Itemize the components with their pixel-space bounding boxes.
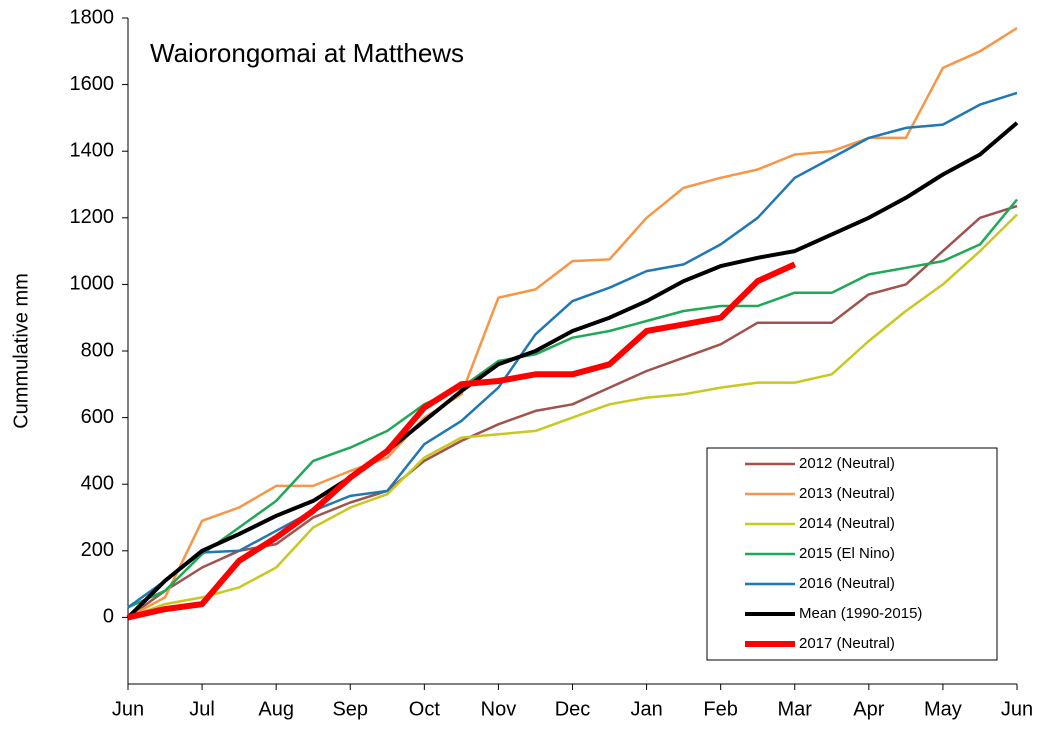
x-tick-label: May: [924, 698, 962, 720]
x-tick-label: Jun: [1001, 698, 1033, 720]
x-tick-label: Dec: [555, 698, 591, 720]
y-tick-label: 1800: [70, 6, 115, 28]
y-tick-label: 1400: [70, 139, 115, 161]
x-tick-label: Aug: [258, 698, 294, 720]
y-tick-label: 1000: [70, 273, 115, 295]
y-tick-label: 200: [81, 539, 114, 561]
series-line: [127, 198, 1018, 609]
legend-label: 2016 (Neutral): [799, 575, 895, 592]
legend-label: 2017 (Neutral): [799, 635, 895, 652]
x-tick-label: Feb: [703, 698, 737, 720]
x-tick-label: Apr: [853, 698, 884, 720]
x-tick-label: Oct: [409, 698, 441, 720]
y-axis-label: Cummulative mm: [10, 273, 32, 429]
y-tick-label: 1600: [70, 73, 115, 95]
y-tick-label: 800: [81, 339, 114, 361]
x-tick-label: Jun: [112, 698, 144, 720]
y-tick-label: 0: [103, 606, 114, 628]
x-tick-label: Nov: [481, 698, 517, 720]
x-tick-label: Sep: [332, 698, 368, 720]
series-line: [127, 261, 797, 621]
legend-label: Mean (1990-2015): [799, 605, 922, 622]
y-tick-label: 1200: [70, 206, 115, 228]
series-line: [126, 121, 1019, 619]
x-tick-label: Jan: [630, 698, 662, 720]
chart-title: Waiorongomai at Matthews: [150, 38, 464, 68]
legend-label: 2015 (El Nino): [799, 545, 895, 562]
x-tick-label: Jul: [189, 698, 215, 720]
y-tick-label: 600: [81, 406, 114, 428]
x-tick-label: Mar: [778, 698, 813, 720]
legend-label: 2013 (Neutral): [799, 485, 895, 502]
series-line: [127, 91, 1018, 609]
legend-label: 2012 (Neutral): [799, 455, 895, 472]
legend-label: 2014 (Neutral): [799, 515, 895, 532]
y-tick-label: 400: [81, 472, 114, 494]
series-line: [127, 204, 1018, 619]
series-line: [127, 213, 1018, 619]
